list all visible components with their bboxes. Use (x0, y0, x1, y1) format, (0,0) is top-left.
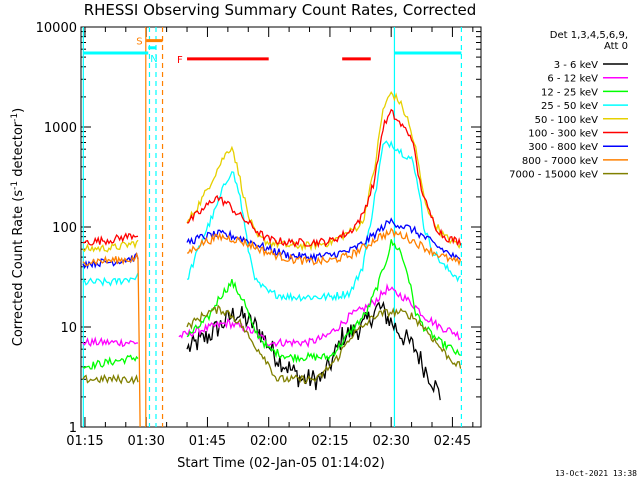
y-tick-label: 1 (69, 421, 77, 436)
flag-label: F (177, 55, 183, 66)
y-tick-label: 100 (52, 221, 77, 236)
x-axis-label: Start Time (02-Jan-05 01:14:02) (177, 456, 385, 471)
flag-label: N (150, 54, 157, 65)
y-tick-label: 10000 (36, 21, 77, 36)
y-tick-label: 10 (60, 321, 77, 336)
x-tick-label: 01:45 (189, 434, 226, 449)
legend-entry-label: 50 - 100 keV (535, 115, 599, 126)
x-tick-label: 02:45 (434, 434, 471, 449)
flag-label: S (136, 37, 142, 48)
series-line (178, 283, 461, 349)
series-line (186, 239, 461, 364)
series-line (186, 227, 462, 267)
legend-entry-label: 300 - 800 keV (528, 142, 598, 153)
y-axis-label: Corrected Count Rate (s-1 detector-1) (10, 108, 26, 346)
legend-header: Det 1,3,4,5,6,9, (550, 30, 628, 41)
legend-entry-label: 25 - 50 keV (541, 101, 598, 112)
series-line (186, 140, 461, 303)
series-line (186, 300, 441, 401)
chart-title: RHESSI Observing Summary Count Rates, Co… (83, 1, 477, 19)
x-tick-label: 02:30 (372, 434, 409, 449)
x-tick-label: 01:30 (127, 434, 164, 449)
series-line (82, 354, 139, 371)
series-line (82, 239, 139, 253)
legend-header: Att 0 (604, 41, 628, 52)
footer-timestamp: 13-Oct-2021 13:38 (555, 469, 637, 478)
series-line (186, 91, 462, 252)
y-tick-label: 1000 (44, 121, 77, 136)
x-tick-label: 01:15 (66, 434, 103, 449)
series-line (82, 252, 139, 270)
legend-entry-label: 100 - 300 keV (528, 129, 598, 140)
series-line (82, 232, 139, 246)
legend-entry-label: 3 - 6 keV (554, 60, 598, 71)
series-line (186, 304, 462, 384)
legend-entry-label: 7000 - 15000 keV (509, 170, 598, 181)
legend-entry-label: 12 - 25 keV (541, 87, 598, 98)
legend-entry-label: 800 - 7000 keV (522, 156, 598, 167)
series-line (82, 272, 139, 287)
legend-entry-label: 6 - 12 keV (547, 74, 598, 85)
x-tick-label: 02:15 (311, 434, 348, 449)
series-line (82, 373, 139, 385)
x-tick-label: 02:00 (250, 434, 287, 449)
series-line (82, 251, 141, 427)
series-line (186, 108, 462, 249)
series-line (186, 217, 462, 264)
series-line (82, 336, 138, 348)
